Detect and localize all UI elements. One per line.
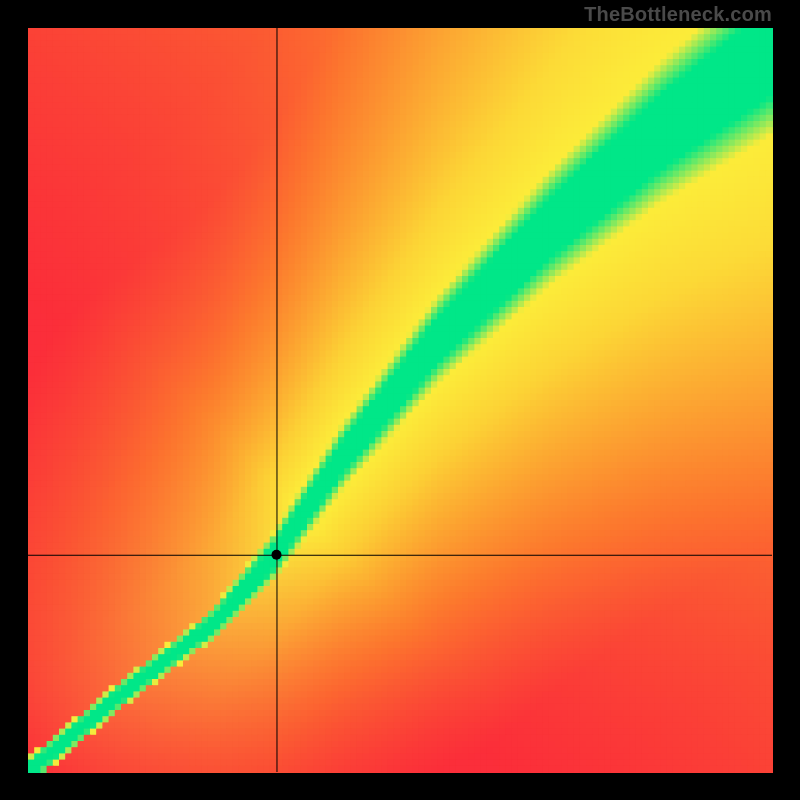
crosshair-overlay [0, 0, 800, 800]
chart-container: TheBottleneck.com [0, 0, 800, 800]
watermark-label: TheBottleneck.com [584, 4, 772, 27]
